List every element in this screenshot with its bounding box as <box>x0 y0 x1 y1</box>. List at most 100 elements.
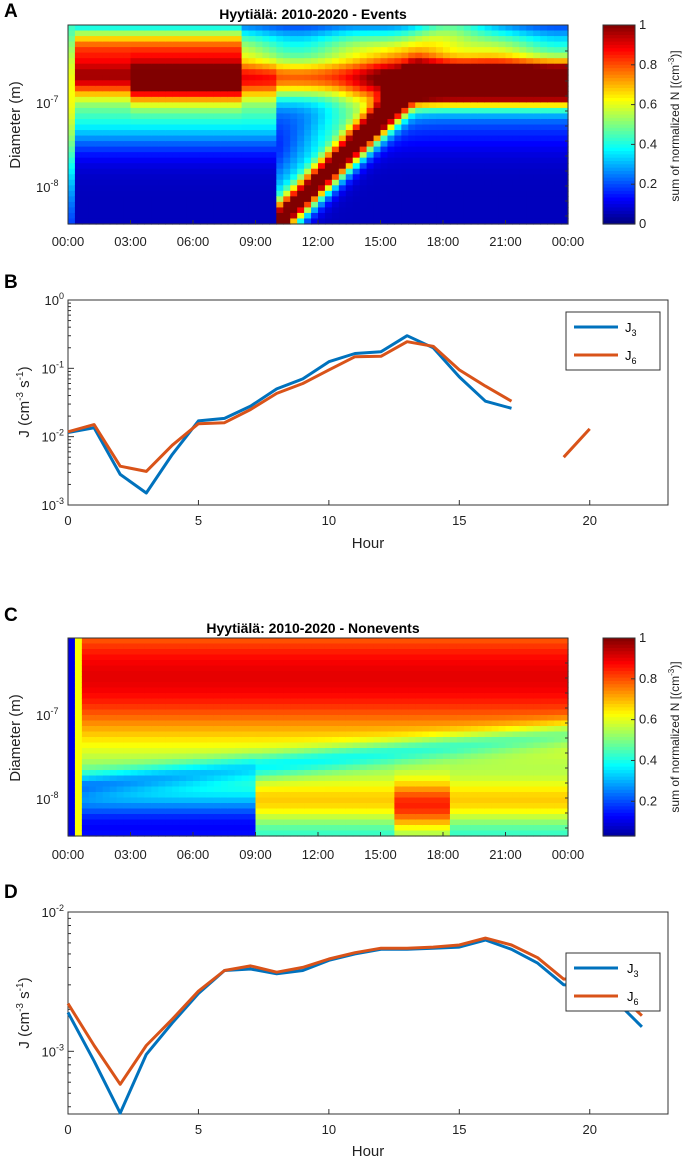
heatmap-cell <box>165 665 173 672</box>
heatmap-cell <box>186 693 194 700</box>
heatmap-cell <box>387 786 395 793</box>
heatmap-cell <box>269 709 277 716</box>
heatmap-cell <box>206 218 215 225</box>
heatmap-cell <box>206 759 215 766</box>
heatmap-cell <box>144 786 152 793</box>
heatmap-cell <box>561 47 569 54</box>
heatmap-cell <box>297 676 305 683</box>
heatmap-cell <box>116 676 125 683</box>
heatmap-cell <box>304 118 312 126</box>
heatmap-cell <box>151 185 159 192</box>
heatmap-cell <box>304 742 312 749</box>
heatmap-cell <box>408 80 416 87</box>
heatmap-cell <box>345 786 354 793</box>
heatmap-cell <box>283 731 291 738</box>
heatmap-cell <box>220 649 229 656</box>
heatmap-cell <box>491 102 500 109</box>
heatmap-cell <box>477 146 486 153</box>
heatmap-cell <box>213 30 222 37</box>
heatmap-cell <box>151 764 159 771</box>
heatmap-cell <box>359 69 368 76</box>
heatmap-cell <box>186 781 194 788</box>
heatmap-cell <box>130 152 139 159</box>
heatmap-cell <box>366 141 375 148</box>
heatmap-cell <box>366 63 375 70</box>
heatmap-cell <box>255 207 264 214</box>
heatmap-cell <box>331 687 340 694</box>
heatmap-cell <box>443 124 451 131</box>
heatmap-cell <box>352 737 361 744</box>
heatmap-cell <box>283 638 291 645</box>
heatmap-cell <box>213 693 222 700</box>
heatmap-cell <box>352 709 361 716</box>
heatmap-cell <box>318 80 326 87</box>
heatmap-cell <box>456 63 465 70</box>
heatmap-cell <box>81 157 90 164</box>
heatmap-cell <box>116 665 125 672</box>
heatmap-cell <box>519 141 527 148</box>
heatmap-cell <box>179 146 187 153</box>
heatmap-cell <box>68 759 76 766</box>
heatmap-cell <box>394 102 402 109</box>
heatmap-cell <box>561 141 569 148</box>
heatmap-cell <box>102 135 111 142</box>
heatmap-cell <box>394 742 402 749</box>
heatmap-cell <box>255 91 264 98</box>
heatmap-cell <box>241 218 250 225</box>
heatmap-cell <box>561 179 569 186</box>
heatmap-cell <box>186 764 194 771</box>
heatmap-cell <box>449 715 458 722</box>
heatmap-cell <box>470 85 479 92</box>
heatmap-cell <box>116 168 125 175</box>
heatmap-cell <box>297 135 305 142</box>
heatmap-cell <box>179 748 187 755</box>
heatmap-cell <box>436 196 444 203</box>
heatmap-cell <box>269 30 277 37</box>
heatmap-cell <box>331 41 340 48</box>
heatmap-cell <box>373 185 382 192</box>
heatmap-cell <box>255 709 264 716</box>
heatmap-cell <box>297 91 305 98</box>
heatmap-cell <box>130 704 139 711</box>
heatmap-cell <box>81 52 90 59</box>
heatmap-cell <box>81 113 90 120</box>
heatmap-cell <box>366 58 375 65</box>
heatmap-cell <box>213 168 222 175</box>
heatmap-cell <box>387 748 395 755</box>
heatmap-cell <box>512 190 520 197</box>
heatmap-cell <box>436 118 444 126</box>
heatmap-cell <box>283 41 291 48</box>
heatmap-cell <box>95 819 104 826</box>
heatmap-cell <box>179 157 187 164</box>
heatmap-cell <box>248 759 257 766</box>
heatmap-cell <box>255 748 264 755</box>
heatmap-cell <box>88 80 97 87</box>
heatmap-cell <box>345 113 354 120</box>
heatmap-cell <box>172 69 180 76</box>
heatmap-cell <box>311 96 319 103</box>
heatmap-cell <box>470 742 479 749</box>
heatmap-cell <box>123 190 132 197</box>
heatmap-cell <box>109 47 118 54</box>
heatmap-cell <box>463 649 472 656</box>
heatmap-cell <box>304 201 312 209</box>
heatmap-cell <box>130 113 139 120</box>
heatmap-cell <box>109 665 118 672</box>
heatmap-cell <box>116 792 125 799</box>
heatmap-cell <box>387 770 395 777</box>
heatmap-cell <box>88 649 97 656</box>
heatmap-cell <box>463 775 472 782</box>
heatmap-cell <box>484 671 493 678</box>
heatmap-cell <box>470 819 479 826</box>
heatmap-cell <box>324 775 333 782</box>
heatmap-cell <box>193 698 201 705</box>
heatmap-cell <box>255 152 264 159</box>
heatmap-cell <box>95 41 104 48</box>
heatmap-cell <box>359 30 368 37</box>
heatmap-cell <box>408 141 416 148</box>
heatmap-cell <box>415 759 423 766</box>
heatmap-cell <box>213 737 222 744</box>
heatmap-cell <box>130 665 139 672</box>
heatmap-cell <box>304 124 312 131</box>
heatmap-cell <box>227 643 236 650</box>
